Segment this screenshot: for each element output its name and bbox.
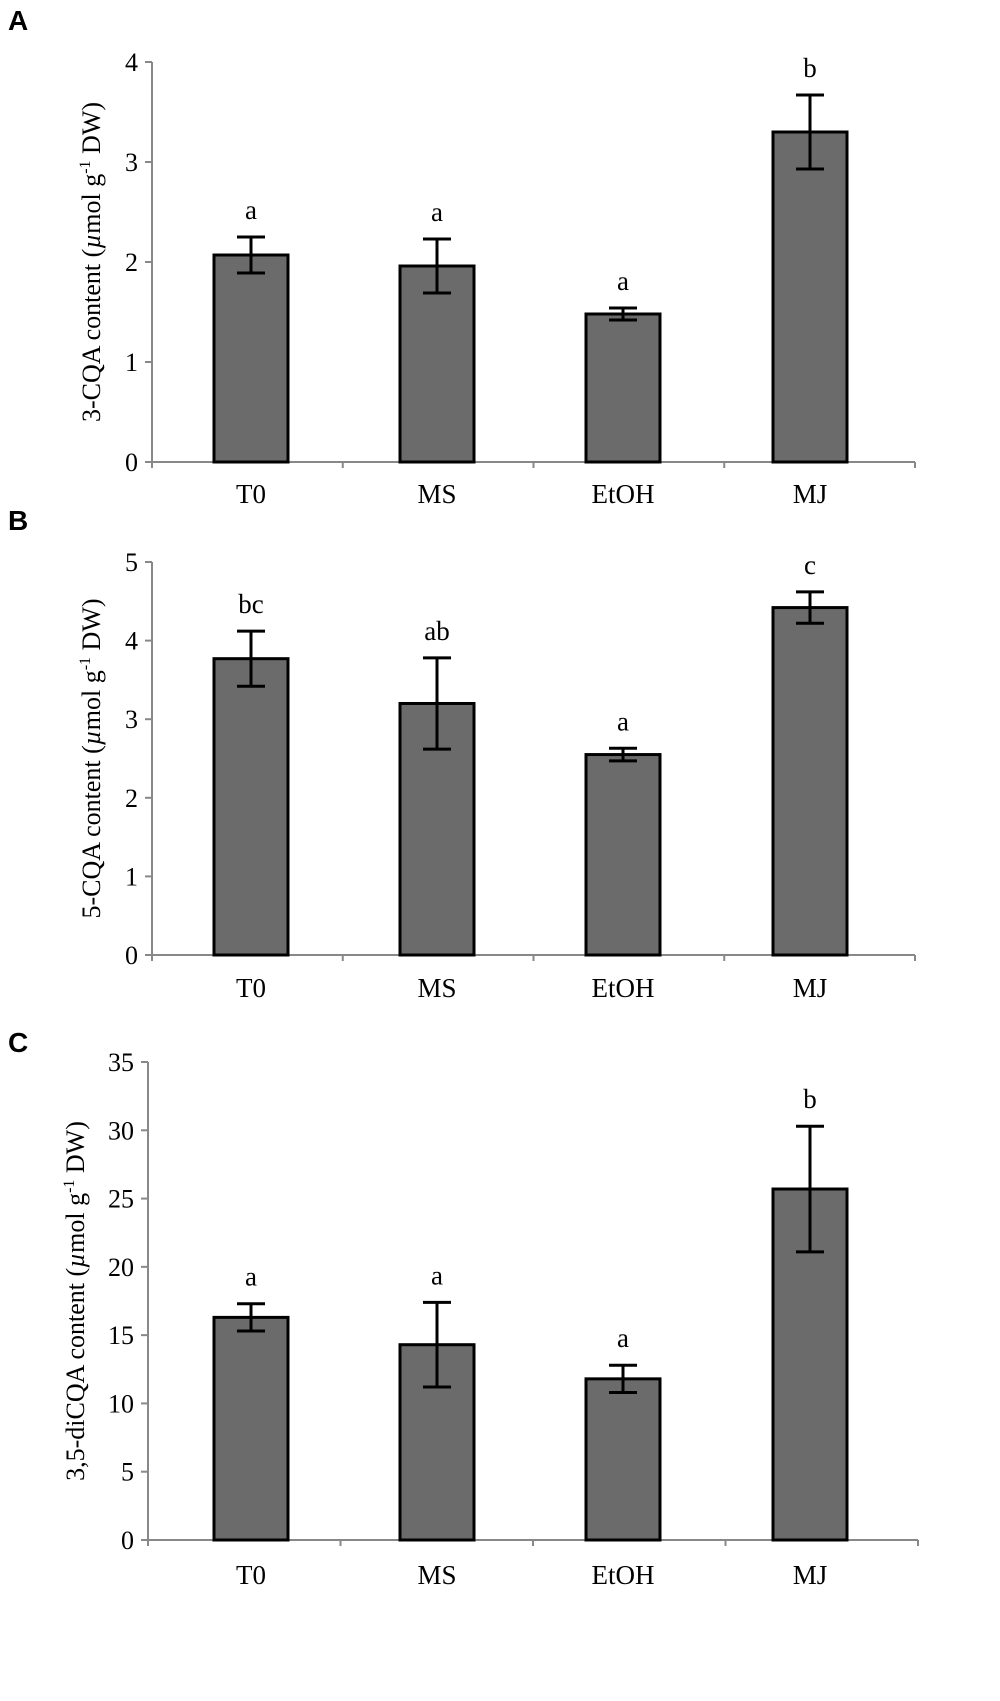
y-axis-label-part: µ: [77, 730, 106, 745]
bar-t0: [212, 657, 290, 957]
y-tick-label: 3: [125, 148, 138, 177]
panel-label: C: [8, 1027, 28, 1058]
bar-ms: [398, 264, 476, 464]
significance-label: b: [803, 53, 817, 83]
y-tick-label: 30: [108, 1116, 134, 1145]
y-axis-label: 5-CQA content (µmol g-1 DW): [77, 598, 106, 918]
y-axis-label-part: DW): [77, 102, 106, 160]
x-category-label: MS: [417, 1560, 456, 1590]
x-category-label: MS: [417, 973, 456, 1003]
y-axis-label-part: DW): [77, 598, 106, 656]
y-tick-label: 0: [125, 941, 138, 970]
x-category-label: EtOH: [592, 1560, 655, 1590]
y-tick-label: 20: [108, 1253, 134, 1282]
y-tick-label: 1: [125, 348, 138, 377]
y-axis-label-part: µ: [61, 1253, 90, 1268]
y-tick-label: 5: [121, 1458, 134, 1487]
y-tick-label: 10: [108, 1389, 134, 1418]
x-category-label: T0: [236, 973, 266, 1003]
y-axis-label-part: mol g: [61, 1193, 90, 1253]
y-tick-label: 4: [125, 627, 138, 656]
y-tick-label: 0: [125, 448, 138, 477]
y-axis-label: 3-CQA content (µmol g-1 DW): [77, 102, 106, 422]
y-axis-label-part: mol g: [77, 670, 106, 730]
bar-t0: [212, 1315, 290, 1542]
x-category-label: MJ: [793, 1560, 828, 1590]
x-category-label: T0: [236, 479, 266, 509]
y-tick-label: 25: [108, 1185, 134, 1214]
significance-label: a: [617, 1323, 629, 1353]
y-tick-label: 5: [125, 548, 138, 577]
y-tick-label: 15: [108, 1321, 134, 1350]
x-category-label: MS: [417, 479, 456, 509]
significance-label: a: [617, 706, 629, 736]
significance-label: a: [245, 1262, 257, 1292]
chart-panel-b: B 0 1 2 3 4 5 bc T0 ab MS a EtOH c MJ 5-CQA content (µm…: [8, 505, 916, 1003]
x-category-label: EtOH: [592, 973, 655, 1003]
x-category-label: EtOH: [592, 479, 655, 509]
y-tick-label: 3: [125, 705, 138, 734]
significance-label: b: [803, 1084, 817, 1114]
y-axis-label: 3,5-diCQA content (µmol g-1 DW): [61, 1121, 90, 1481]
y-axis-label-part: -1: [77, 657, 94, 670]
bar-etoh: [584, 1377, 662, 1542]
significance-label: a: [617, 266, 629, 296]
y-axis-label-part: 3,5-diCQA content (: [61, 1268, 90, 1481]
chart-panel-a: A 0 1 2 3 4 a T0 a MS a EtOH b MJ 3-CQA content (µmol …: [8, 5, 916, 509]
bar-mj: [771, 606, 849, 957]
panel-label: B: [8, 505, 28, 536]
y-axis-label-part: 3-CQA content (: [77, 249, 106, 422]
significance-label: bc: [238, 589, 264, 619]
chart-panel-c: C 0 5 10 15 20 25 30 35 a T0 a MS a EtOH b MJ 3,5-diCQA c…: [8, 1027, 919, 1590]
bar-t0: [212, 253, 290, 464]
y-tick-label: 1: [125, 862, 138, 891]
y-axis-label-part: 5-CQA content (: [77, 745, 106, 918]
significance-label: ab: [424, 616, 449, 646]
bar-etoh: [584, 753, 662, 957]
y-axis-label-part: -1: [77, 160, 94, 173]
significance-label: c: [804, 550, 816, 580]
significance-label: a: [431, 1260, 443, 1290]
bar-etoh: [584, 312, 662, 464]
x-category-label: MJ: [793, 973, 828, 1003]
y-tick-label: 2: [125, 248, 138, 277]
panel-label: A: [8, 5, 28, 36]
y-tick-label: 2: [125, 784, 138, 813]
y-axis-label-part: mol g: [77, 174, 106, 234]
x-category-label: T0: [236, 1560, 266, 1590]
y-axis-label-part: -1: [61, 1180, 78, 1193]
y-tick-label: 35: [108, 1048, 134, 1077]
significance-label: a: [431, 197, 443, 227]
y-axis-label-part: µ: [77, 234, 106, 249]
y-tick-label: 4: [125, 48, 138, 77]
significance-label: a: [245, 195, 257, 225]
y-axis-label-part: DW): [61, 1121, 90, 1179]
bar-mj: [771, 130, 849, 464]
y-tick-label: 0: [121, 1526, 134, 1555]
x-category-label: MJ: [793, 479, 828, 509]
